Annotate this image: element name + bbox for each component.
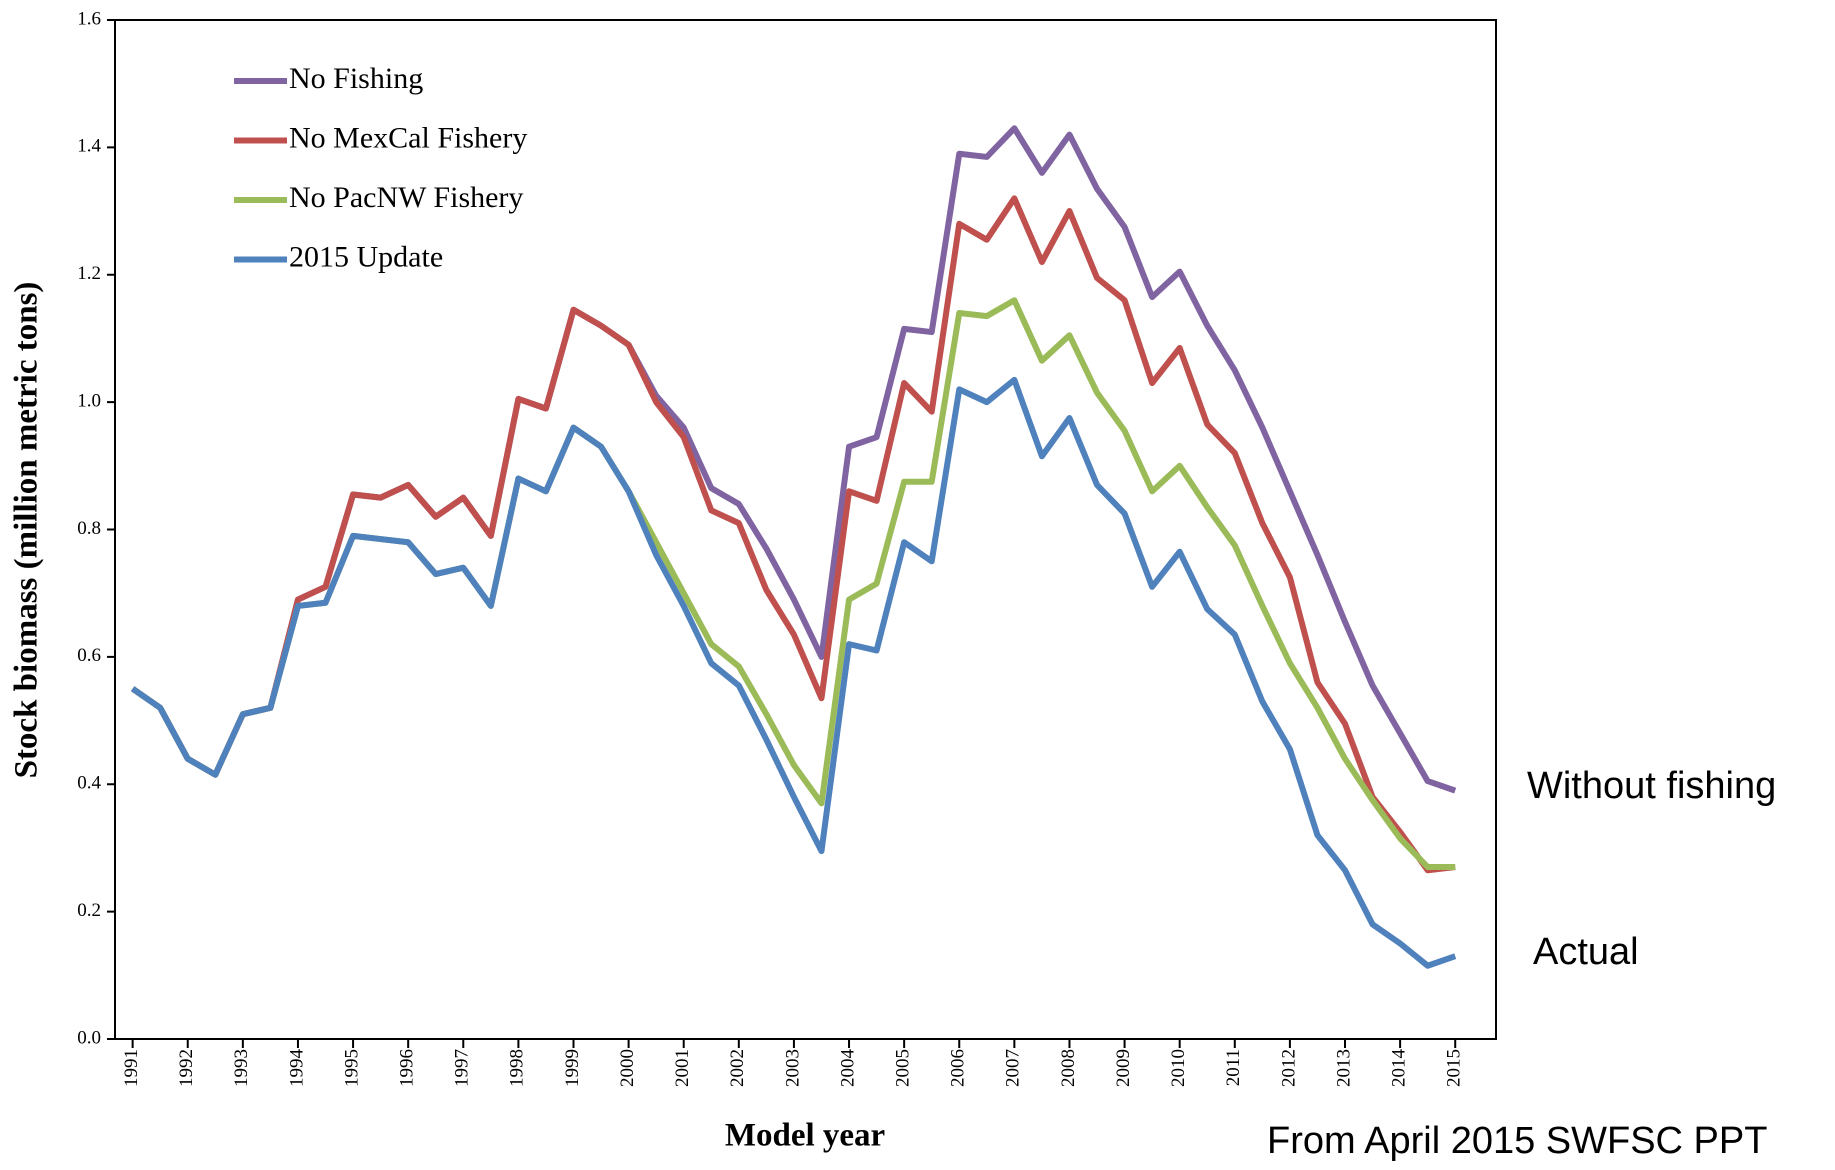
x-tick-label: 2005 (893, 1049, 914, 1087)
x-tick-label: 2015 (1444, 1049, 1465, 1087)
x-tick-label: 2004 (837, 1049, 858, 1088)
legend-label: No PacNW Fishery (289, 181, 523, 214)
x-tick-label: 2003 (782, 1049, 803, 1087)
series-line (130, 195, 1456, 874)
y-tick-label: 1.0 (77, 390, 101, 411)
x-tick-label: 1998 (507, 1049, 528, 1087)
x-tick-label: 1994 (286, 1049, 307, 1088)
x-tick-label: 2012 (1278, 1049, 1299, 1087)
y-tick-label: 0.4 (77, 773, 101, 794)
series-line (130, 376, 1457, 969)
y-tick-label: 1.6 (77, 8, 101, 29)
x-tick-label: 2002 (727, 1049, 748, 1087)
y-tick-label: 0.2 (77, 900, 101, 921)
y-tick-label: 0.8 (77, 518, 101, 539)
x-tick-label: 2000 (617, 1049, 638, 1087)
y-tick-label: 1.2 (77, 263, 101, 284)
x-tick-label: 2013 (1333, 1049, 1354, 1087)
legend-label: No Fishing (289, 62, 423, 95)
x-tick-label: 2007 (1003, 1049, 1024, 1087)
x-tick-label: 1997 (452, 1049, 473, 1087)
annotation: Actual (1533, 931, 1639, 973)
x-tick-label: 2008 (1058, 1049, 1079, 1087)
x-tick-label: 1995 (341, 1049, 362, 1087)
plot-frame (114, 19, 1497, 1040)
y-tick-label: 0.0 (77, 1027, 101, 1048)
x-tick-label: 1992 (176, 1049, 197, 1087)
y-tick-label: 1.4 (77, 136, 101, 157)
legend-label: No MexCal Fishery (289, 121, 527, 154)
annotation: From April 2015 SWFSC PPT (1267, 1120, 1767, 1162)
x-tick-label: 1996 (397, 1049, 418, 1087)
x-tick-label: 1991 (121, 1049, 142, 1087)
x-tick-label: 2009 (1113, 1049, 1134, 1087)
x-tick-label: 2001 (672, 1049, 693, 1087)
x-tick-label: 1999 (562, 1049, 583, 1087)
x-axis-label: Model year (725, 1118, 885, 1154)
y-tick-label: 0.6 (77, 645, 101, 666)
x-tick-label: 2014 (1388, 1049, 1409, 1088)
x-tick-label: 1993 (231, 1049, 252, 1087)
annotation: Without fishing (1527, 765, 1776, 807)
y-axis-label: Stock biomass (million metric tons) (9, 282, 45, 779)
x-tick-label: 2010 (1168, 1049, 1189, 1087)
x-tick-label: 2011 (1223, 1049, 1244, 1086)
legend-label: 2015 Update (289, 240, 443, 273)
x-tick-label: 2006 (948, 1049, 969, 1087)
